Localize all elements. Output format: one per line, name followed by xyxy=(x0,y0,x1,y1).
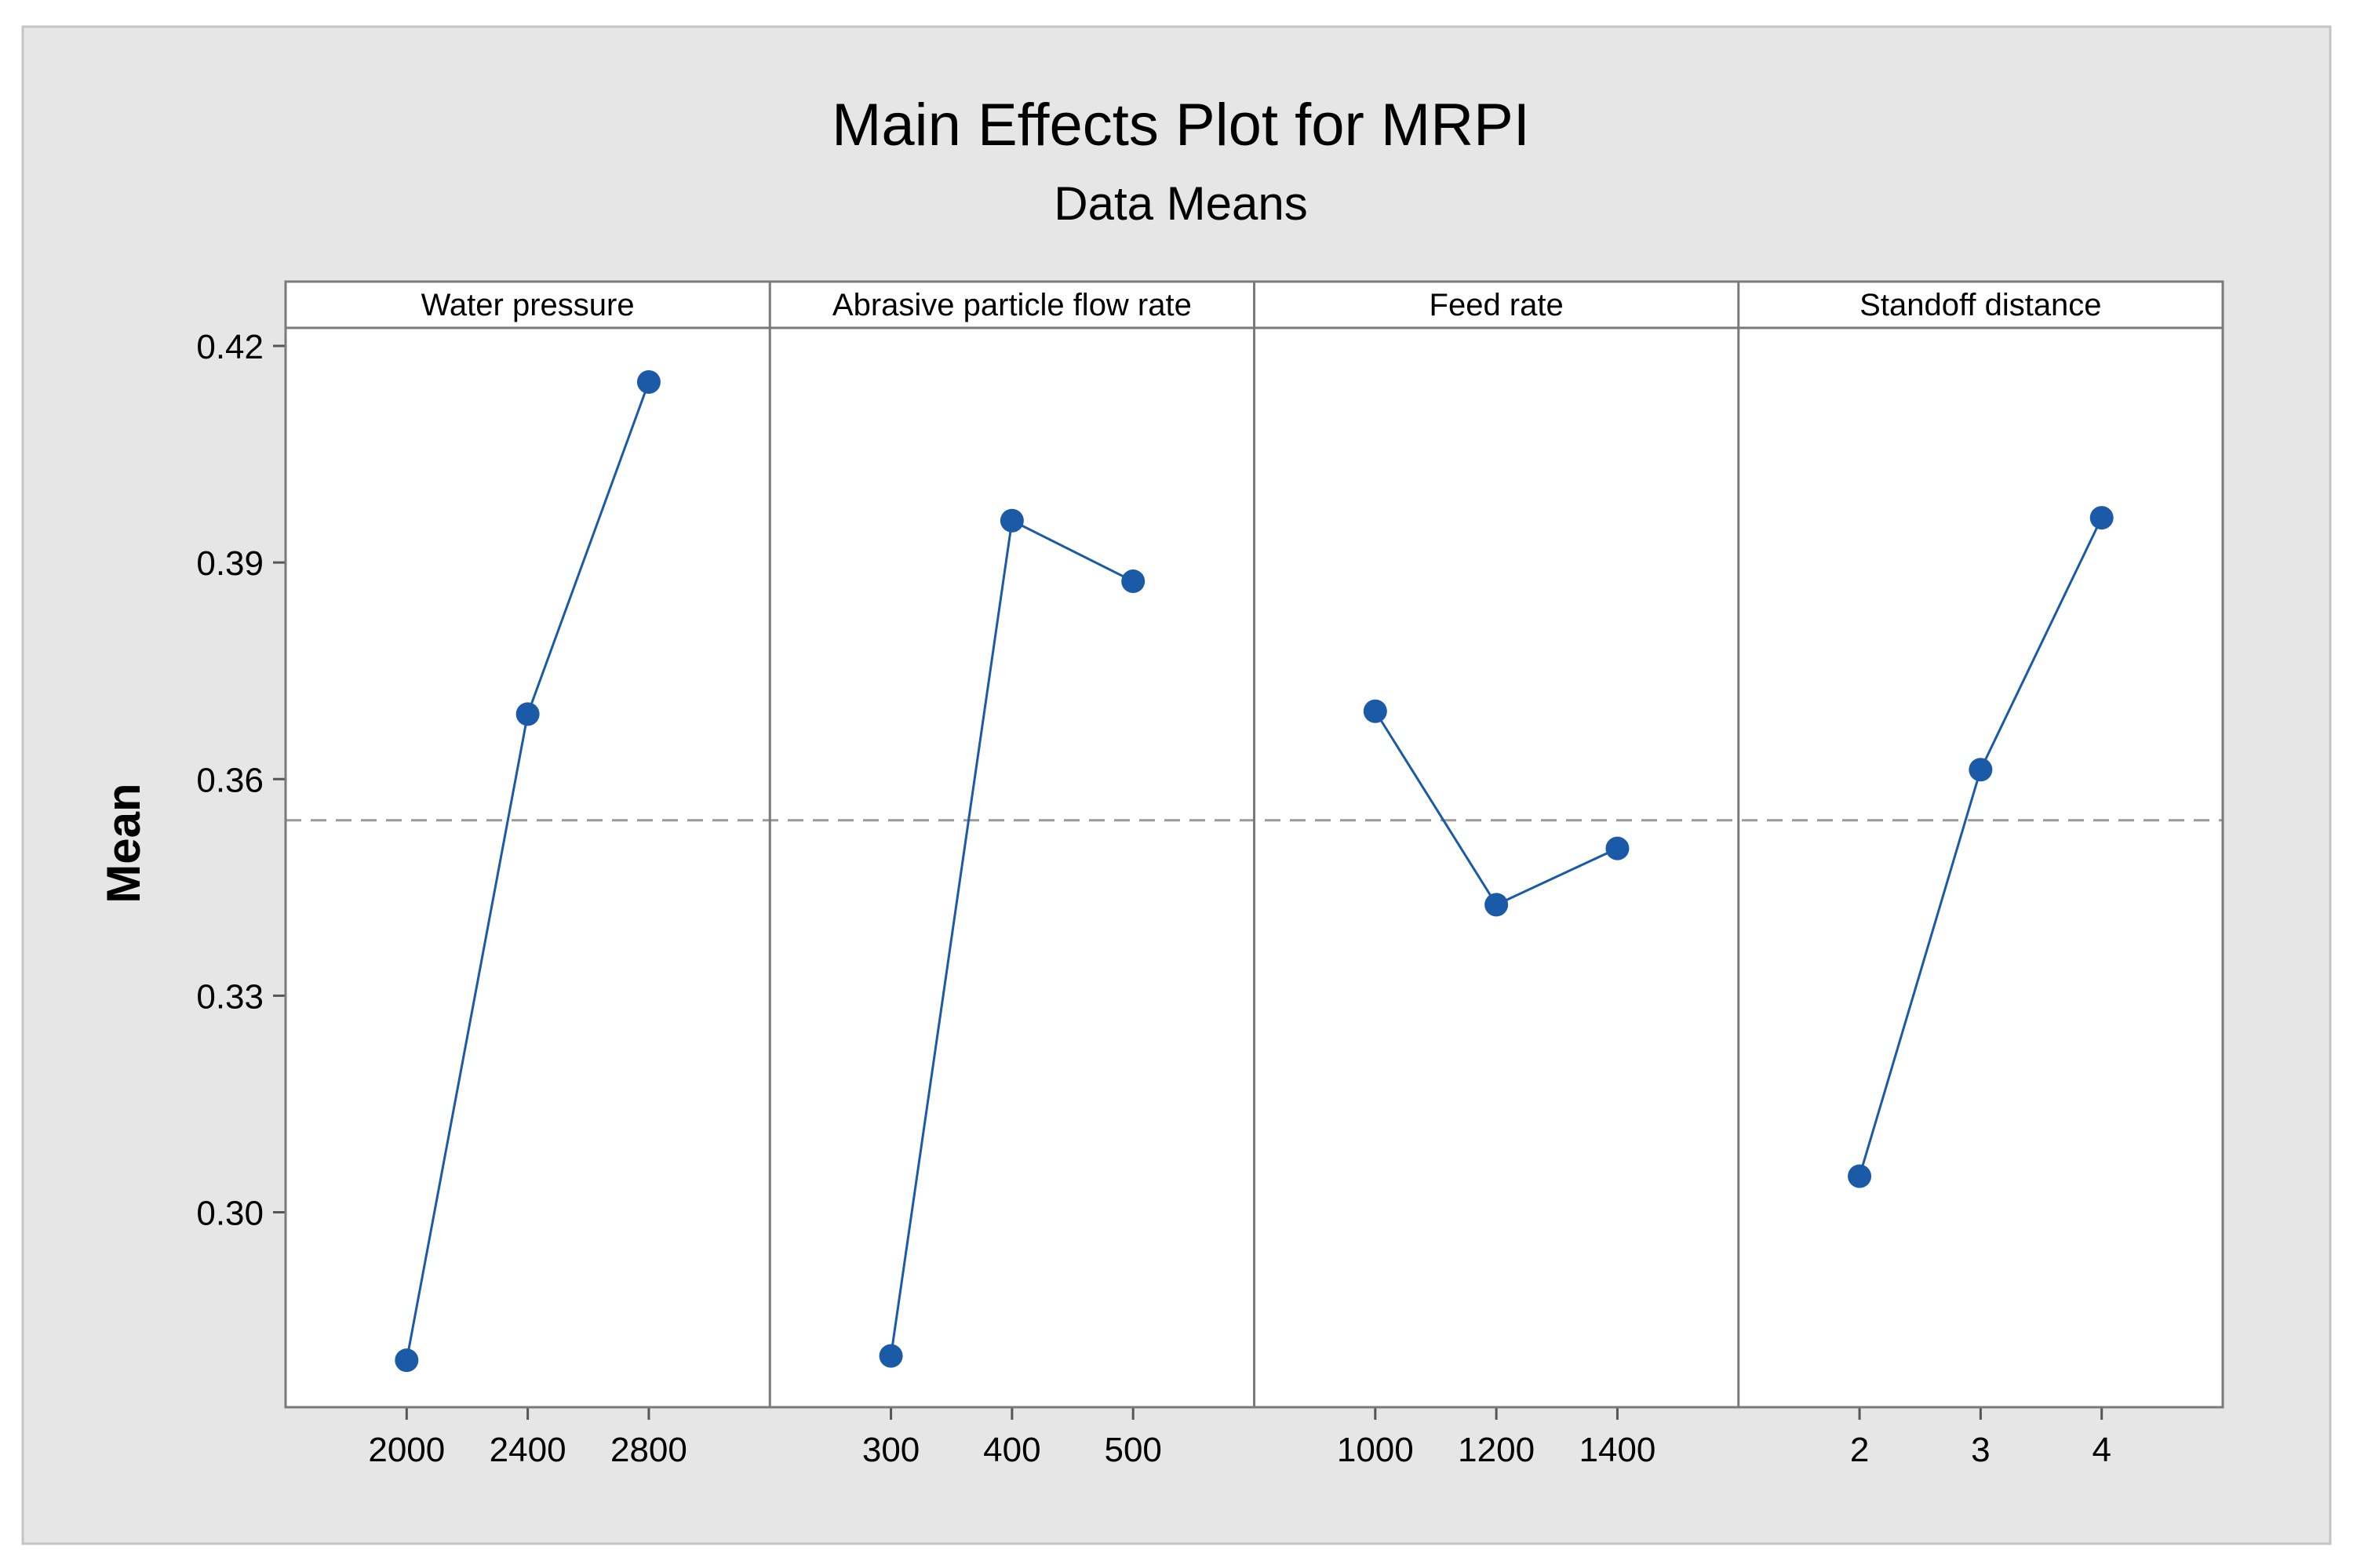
panel-title-2: Abrasive particle flow rate xyxy=(832,288,1192,322)
x-tick-label: 400 xyxy=(983,1431,1040,1469)
data-point xyxy=(1848,1164,1872,1188)
data-point xyxy=(1363,699,1387,723)
x-tick-label: 300 xyxy=(862,1431,920,1469)
data-point xyxy=(636,370,661,395)
data-point xyxy=(515,702,540,726)
data-point xyxy=(2089,506,2114,530)
data-point xyxy=(879,1344,903,1368)
data-point xyxy=(395,1348,419,1373)
panel-title-3: Feed rate xyxy=(1430,288,1564,322)
x-tick-label: 1000 xyxy=(1337,1431,1414,1469)
panel-title-1: Water pressure xyxy=(421,288,635,322)
x-tick-label: 2 xyxy=(1850,1431,1869,1469)
x-tick-label: 4 xyxy=(2092,1431,2111,1469)
chart-subtitle: Data Means xyxy=(1054,177,1308,230)
data-point xyxy=(1484,893,1509,917)
x-tick-label: 2800 xyxy=(610,1431,687,1469)
x-tick-label: 2400 xyxy=(490,1431,566,1469)
y-tick-label: 0.39 xyxy=(196,544,264,583)
x-tick-label: 1200 xyxy=(1458,1431,1535,1469)
x-tick-label: 500 xyxy=(1104,1431,1161,1469)
panel-title-4: Standoff distance xyxy=(1859,288,2101,322)
data-point xyxy=(1969,758,1993,782)
x-tick-label: 2000 xyxy=(368,1431,445,1469)
y-tick-label: 0.30 xyxy=(196,1194,264,1232)
plot-frame xyxy=(284,280,2224,1409)
data-point xyxy=(1000,508,1024,533)
y-tick-label: 0.42 xyxy=(196,328,264,366)
y-axis-label: Mean xyxy=(97,783,150,903)
data-point xyxy=(1605,836,1630,860)
chart-title: Main Effects Plot for MRPI xyxy=(832,92,1530,158)
y-tick-label: 0.33 xyxy=(196,977,264,1016)
x-tick-label: 3 xyxy=(1971,1431,1990,1469)
x-tick-label: 1400 xyxy=(1579,1431,1655,1469)
data-point xyxy=(1121,569,1146,594)
y-tick-label: 0.36 xyxy=(196,761,264,799)
